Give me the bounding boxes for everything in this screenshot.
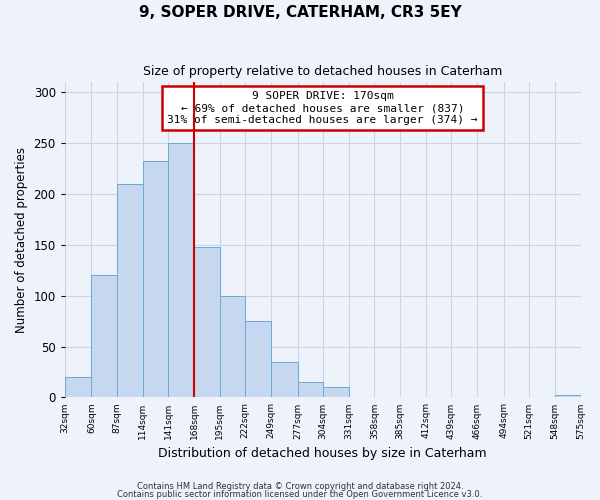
Bar — [91, 276, 117, 398]
Text: Contains public sector information licensed under the Open Government Licence v3: Contains public sector information licen… — [118, 490, 482, 499]
Bar — [555, 396, 581, 398]
Bar — [323, 388, 349, 398]
Bar — [143, 162, 169, 398]
Bar — [298, 382, 323, 398]
Bar — [271, 362, 298, 398]
Bar — [169, 143, 194, 398]
Bar — [245, 321, 271, 398]
Text: 9 SOPER DRIVE: 170sqm
← 69% of detached houses are smaller (837)
31% of semi-det: 9 SOPER DRIVE: 170sqm ← 69% of detached … — [167, 92, 478, 124]
Text: Contains HM Land Registry data © Crown copyright and database right 2024.: Contains HM Land Registry data © Crown c… — [137, 482, 463, 491]
Y-axis label: Number of detached properties: Number of detached properties — [15, 146, 28, 332]
Bar — [65, 377, 91, 398]
Bar — [117, 184, 143, 398]
X-axis label: Distribution of detached houses by size in Caterham: Distribution of detached houses by size … — [158, 447, 487, 460]
Text: 9, SOPER DRIVE, CATERHAM, CR3 5EY: 9, SOPER DRIVE, CATERHAM, CR3 5EY — [139, 5, 461, 20]
Bar — [220, 296, 245, 398]
Bar — [194, 247, 220, 398]
Title: Size of property relative to detached houses in Caterham: Size of property relative to detached ho… — [143, 65, 502, 78]
